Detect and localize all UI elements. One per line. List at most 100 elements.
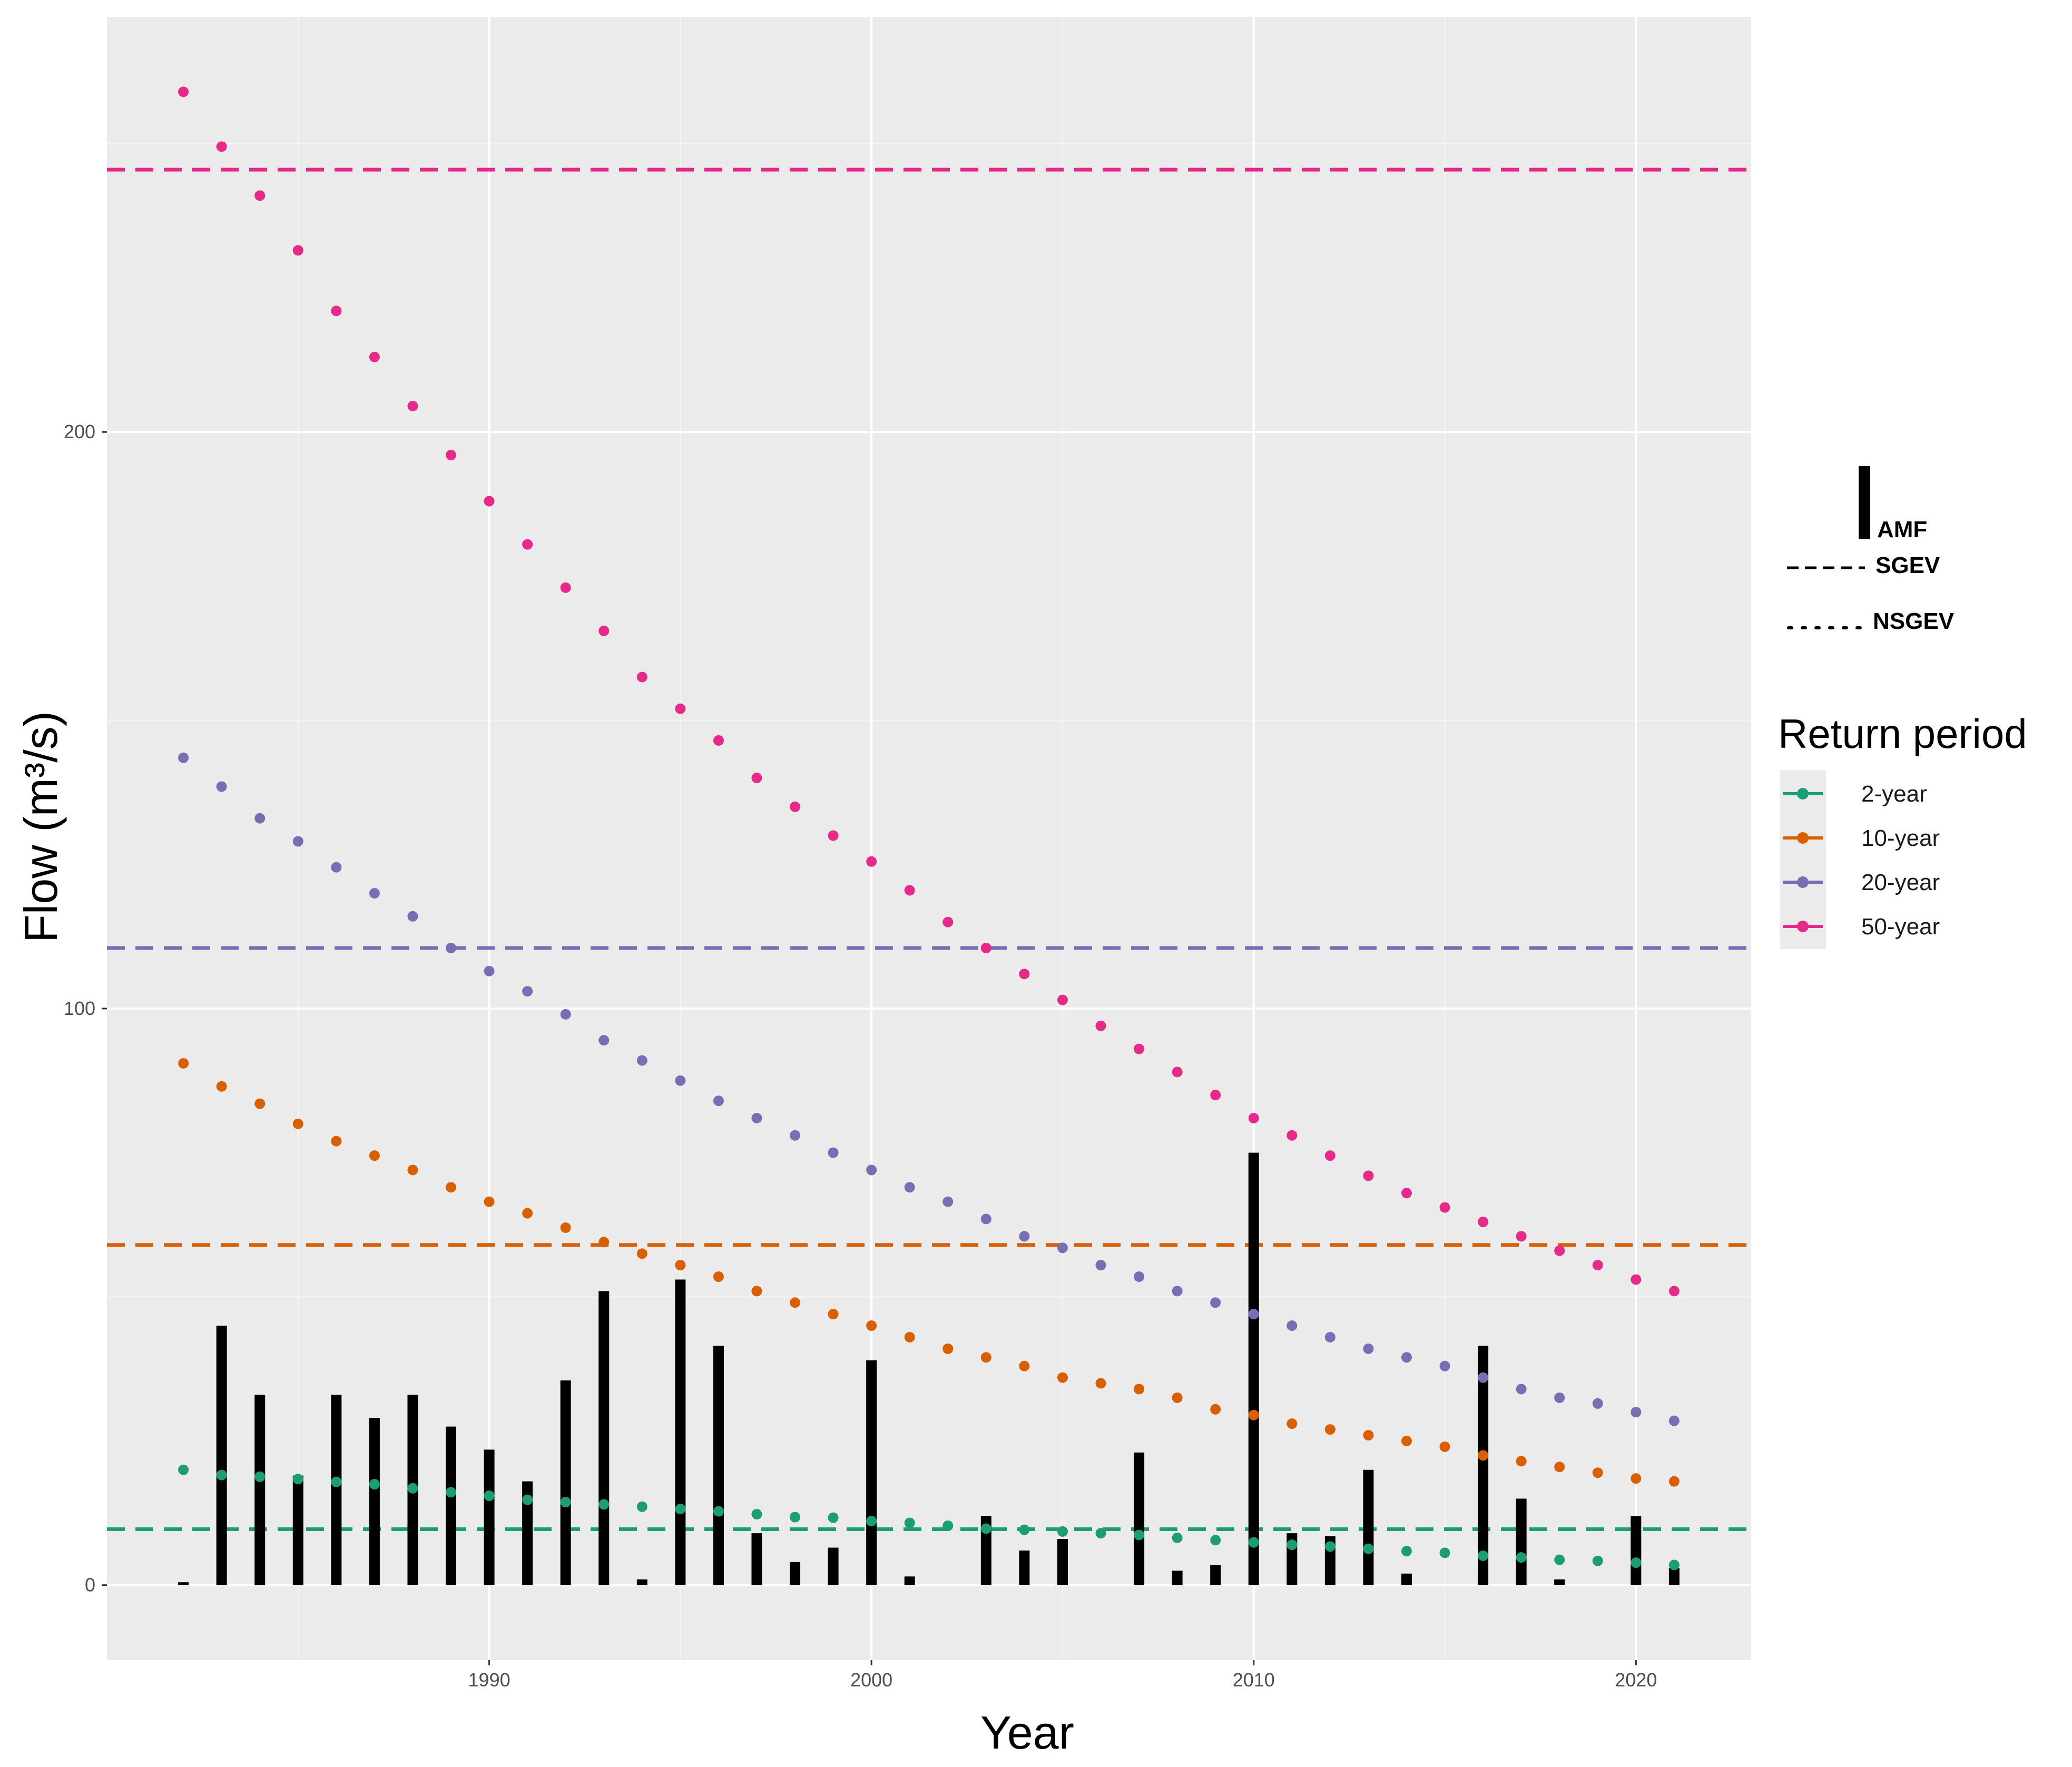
nsgev-point-20-year-2009 (1210, 1297, 1221, 1308)
nsgev-point-20-year-2017 (1516, 1384, 1527, 1395)
legend-swatch-point-20-year (1797, 876, 1809, 888)
nsgev-point-20-year-1987 (369, 888, 380, 899)
y-axis-ticks: 0 100 200 (64, 421, 107, 1596)
legend-swatch-point-2-year (1797, 788, 1809, 799)
nsgev-point-2-year-2010 (1248, 1537, 1259, 1548)
nsgev-point-2-year-2014 (1401, 1546, 1412, 1557)
amf-bar-1995 (675, 1279, 686, 1585)
nsgev-point-10-year-1994 (636, 1248, 647, 1259)
nsgev-point-2-year-1999 (828, 1512, 839, 1523)
amf-bar-1984 (254, 1395, 266, 1585)
grid-minor (107, 17, 1751, 1660)
nsgev-point-20-year-2013 (1363, 1343, 1374, 1354)
nsgev-point-10-year-1991 (522, 1208, 533, 1219)
amf-bar-2018 (1554, 1579, 1565, 1585)
nsgev-point-10-year-2006 (1095, 1378, 1106, 1389)
nsgev-point-50-year-2013 (1363, 1170, 1374, 1181)
nsgev-point-2-year-2009 (1210, 1535, 1221, 1546)
nsgev-point-20-year-1998 (790, 1130, 801, 1141)
nsgev-point-50-year-1984 (254, 190, 266, 201)
nsgev-point-50-year-1989 (446, 450, 457, 460)
nsgev-point-20-year-2020 (1631, 1407, 1642, 1418)
nsgev-point-10-year-2012 (1324, 1424, 1335, 1435)
nsgev-point-10-year-1995 (675, 1260, 686, 1271)
legend-swatch-point-10-year (1797, 832, 1809, 844)
nsgev-point-10-year-2018 (1554, 1462, 1565, 1473)
amf-bar-1989 (446, 1426, 457, 1585)
legend-label-2-year: 2-year (1861, 781, 1927, 807)
amf-bar-2021 (1668, 1567, 1680, 1585)
nsgev-point-2-year-2006 (1095, 1528, 1106, 1539)
nsgev-point-2-year-2016 (1478, 1550, 1489, 1561)
amf-bar-1982 (178, 1582, 189, 1585)
amf-bar-1996 (713, 1346, 724, 1585)
amf-bar-2005 (1057, 1539, 1068, 1585)
amf-bar-2008 (1172, 1571, 1183, 1585)
nsgev-point-20-year-2019 (1592, 1398, 1603, 1409)
nsgev-point-50-year-1996 (713, 735, 724, 746)
nsgev-point-10-year-2019 (1592, 1467, 1603, 1478)
nsgev-point-10-year-1996 (713, 1271, 724, 1282)
return-period-legend: Return period 2-year 10-year 20-year 50-yea… (1778, 710, 2027, 949)
nsgev-point-2-year-1982 (178, 1464, 189, 1475)
nsgev-point-2-year-1995 (675, 1504, 686, 1515)
legend-items: 2-year 10-year 20-year 50-year (1783, 781, 1940, 940)
x-tick-label: 2010 (1233, 1669, 1275, 1691)
nsgev-point-20-year-1990 (484, 965, 495, 976)
nsgev-point-50-year-1990 (484, 496, 495, 507)
nsgev-point-10-year-2007 (1134, 1384, 1145, 1395)
nsgev-point-2-year-1992 (560, 1497, 571, 1508)
nsgev-point-10-year-2016 (1478, 1450, 1489, 1461)
nsgev-point-20-year-2000 (866, 1164, 877, 1176)
nsgev-point-2-year-1987 (369, 1479, 380, 1490)
nsgev-point-50-year-2016 (1478, 1217, 1489, 1227)
nsgev-point-2-year-1985 (292, 1474, 303, 1485)
nsgev-point-10-year-1989 (446, 1182, 457, 1193)
nsgev-point-2-year-2021 (1668, 1559, 1680, 1571)
x-tick-label: 2020 (1615, 1669, 1657, 1691)
nsgev-point-20-year-1993 (598, 1035, 610, 1046)
nsgev-point-50-year-1993 (598, 625, 610, 636)
nsgev-point-50-year-2008 (1172, 1067, 1183, 1078)
nsgev-point-10-year-2014 (1401, 1436, 1412, 1446)
amf-bar-2001 (904, 1576, 915, 1585)
nsgev-point-2-year-1996 (713, 1506, 724, 1517)
panel-background (107, 17, 1751, 1660)
nsgev-point-10-year-2009 (1210, 1404, 1221, 1415)
line-type-key: AMF SGEV NSGEV (1787, 466, 1955, 634)
nsgev-point-2-year-2000 (866, 1516, 877, 1527)
nsgev-point-20-year-1991 (522, 986, 533, 997)
nsgev-point-50-year-2001 (904, 885, 915, 896)
nsgev-point-20-year-2011 (1287, 1320, 1298, 1331)
nsgev-point-20-year-1988 (407, 911, 418, 922)
nsgev-point-50-year-1985 (292, 245, 303, 256)
nsgev-point-50-year-2015 (1439, 1202, 1450, 1213)
nsgev-point-50-year-2017 (1516, 1231, 1527, 1242)
legend-label-20-year: 20-year (1861, 870, 1940, 895)
legend-title: Return period (1778, 710, 2027, 757)
nsgev-point-10-year-1987 (369, 1150, 380, 1161)
y-tick-label: 100 (64, 998, 95, 1019)
nsgev-point-50-year-1987 (369, 351, 380, 362)
nsgev-point-10-year-1984 (254, 1098, 266, 1109)
nsgev-point-10-year-2013 (1363, 1430, 1374, 1441)
nsgev-point-50-year-2005 (1057, 994, 1068, 1005)
nsgev-point-2-year-1988 (407, 1483, 418, 1494)
nsgev-point-10-year-2004 (1019, 1360, 1030, 1371)
nsgev-point-50-year-2003 (980, 943, 991, 953)
nsgev-point-20-year-2006 (1095, 1260, 1106, 1271)
nsgev-point-20-year-2014 (1401, 1352, 1412, 1363)
nsgev-point-20-year-2008 (1172, 1286, 1183, 1297)
nsgev-key-label: NSGEV (1873, 608, 1955, 634)
nsgev-point-10-year-2011 (1287, 1418, 1298, 1429)
amf-bar-2009 (1210, 1565, 1221, 1585)
nsgev-point-10-year-1982 (178, 1058, 189, 1069)
x-axis-title: Year (980, 1706, 1074, 1759)
nsgev-point-10-year-1999 (828, 1309, 839, 1320)
nsgev-point-10-year-2005 (1057, 1372, 1068, 1383)
nsgev-point-20-year-1983 (216, 781, 227, 792)
nsgev-point-2-year-1997 (751, 1509, 762, 1520)
nsgev-point-50-year-1983 (216, 141, 227, 152)
nsgev-point-20-year-1994 (636, 1055, 647, 1066)
